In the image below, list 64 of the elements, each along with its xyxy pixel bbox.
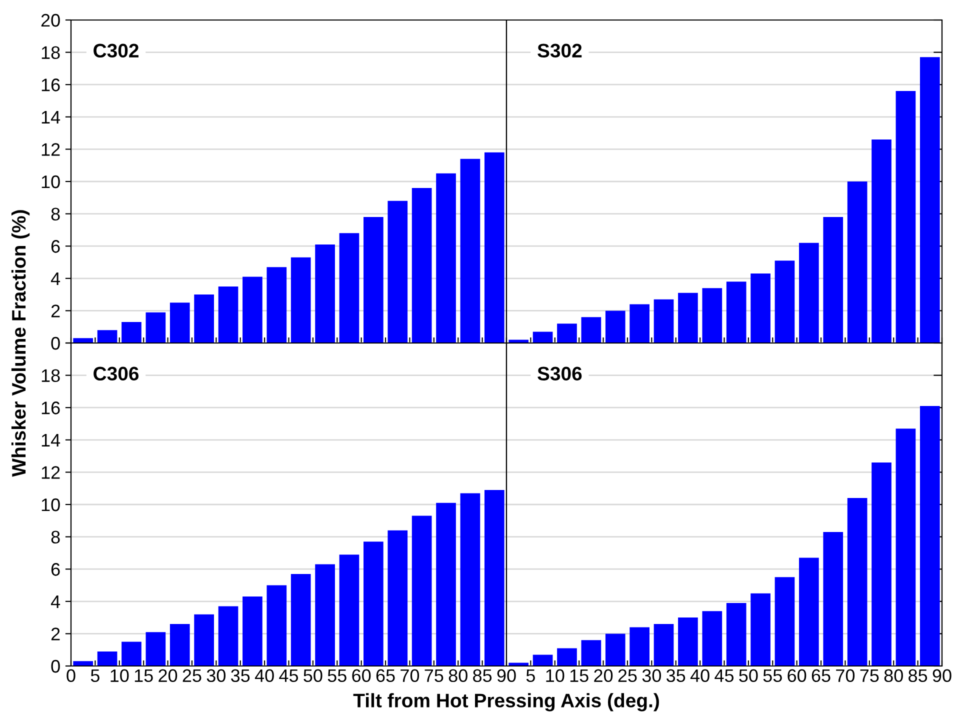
x-tick-label: 15	[134, 669, 153, 682]
x-tick-label: 80	[884, 669, 903, 682]
text: C302	[94, 44, 138, 58]
text: S302	[538, 44, 582, 58]
x-tick-label: 40	[254, 669, 274, 682]
y-tick-label: 16	[42, 78, 60, 92]
y-tick-label: 8	[51, 208, 60, 221]
y-axis-title: Whisker Volume Fraction (%)	[11, 210, 30, 477]
y-tick-label: 6	[51, 563, 60, 576]
x-tick-label: 80	[448, 669, 468, 682]
y-tick-label: 0	[51, 660, 60, 673]
y-tick-label: 16	[42, 402, 60, 414]
x-tick-label: 65	[376, 669, 395, 682]
y-tick-label: 6	[51, 240, 60, 253]
x-tick-label: 0	[66, 669, 76, 682]
x-tick-label: 60	[788, 669, 806, 682]
text: C306	[94, 366, 139, 381]
x-tick-label: 30	[642, 669, 662, 682]
y-tick-label: 20	[41, 14, 60, 27]
x-tick-label: 30	[206, 669, 226, 682]
x-tick-label: 45	[714, 669, 734, 682]
y-tick-label: 2	[51, 304, 60, 318]
y-tick-label: 18	[42, 46, 60, 60]
y-tick-label: 4	[50, 596, 60, 608]
x-tick-label: 85	[908, 669, 928, 682]
x-tick-label: 10	[110, 669, 129, 682]
y-tick-label: 2	[51, 628, 60, 640]
y-tick-label: 12	[42, 466, 60, 479]
x-tick-label: 50	[304, 669, 322, 682]
x-tick-label: 75	[860, 669, 879, 682]
x-tick-label: 20	[594, 669, 613, 682]
x-tick-label: 35	[231, 669, 250, 682]
x-axis-title: Tilt from Hot Pressing Axis (deg.)	[353, 693, 659, 712]
x-tick-label: 40	[690, 669, 710, 682]
y-tick-label: 14	[42, 434, 60, 446]
x-tick-label: 75	[424, 669, 444, 682]
y-tick-label: 8	[51, 530, 60, 544]
text: S306	[538, 366, 582, 381]
y-tick-label: 0	[51, 336, 60, 350]
x-tick-label: 5	[526, 669, 535, 682]
x-tick-label: 35	[666, 669, 686, 682]
y-tick-label: 10	[42, 498, 60, 512]
x-tick-label: 70	[836, 669, 855, 682]
x-tick-label: 5	[90, 669, 100, 682]
y-tick-label: 12	[42, 143, 60, 156]
x-tick-label: 90	[932, 669, 952, 682]
x-tick-label: 25	[182, 669, 202, 682]
x-tick-label: 55	[763, 669, 782, 682]
x-tick-label: 10	[546, 669, 564, 682]
x-tick-label: 60	[352, 669, 371, 682]
x-tick-label: 20	[158, 669, 178, 682]
y-tick-label: 18	[42, 369, 60, 382]
y-tick-label: 14	[42, 111, 60, 124]
x-tick-label: 45	[279, 669, 298, 682]
y-tick-label: 10	[42, 175, 60, 188]
x-tick-label: 50	[739, 669, 758, 682]
x-tick-label: 65	[812, 669, 830, 682]
x-tick-label: 90	[497, 669, 516, 682]
x-tick-label: 55	[328, 669, 346, 682]
x-tick-label: 15	[570, 669, 588, 682]
x-tick-label: 70	[400, 669, 420, 682]
x-tick-label: 85	[473, 669, 492, 682]
y-tick-label: 4	[50, 272, 60, 285]
x-tick-label: 25	[618, 669, 637, 682]
